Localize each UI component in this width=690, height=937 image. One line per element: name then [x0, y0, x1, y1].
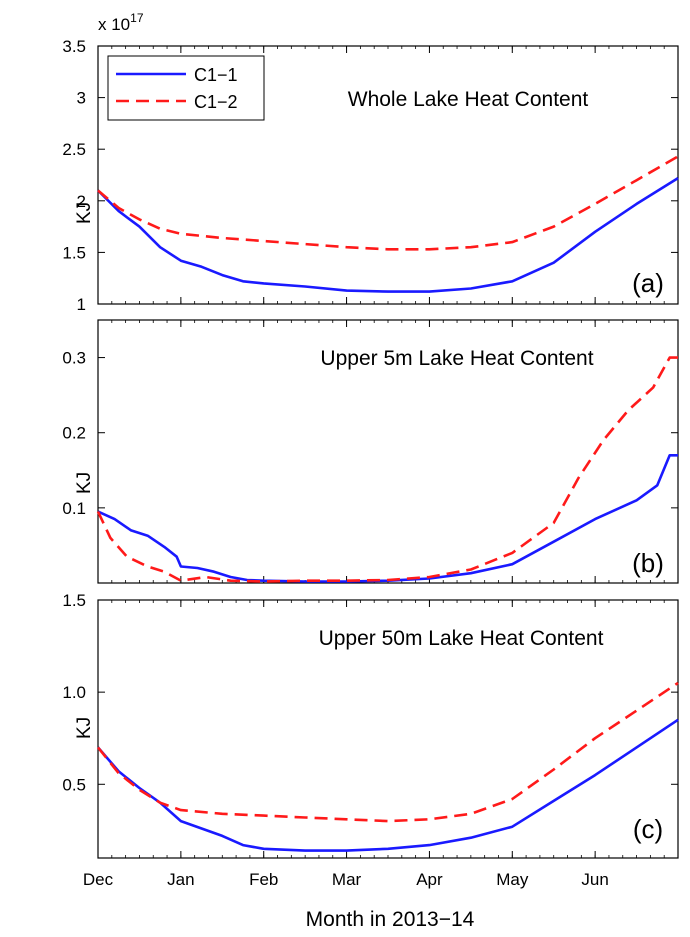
x-tick-label: May: [496, 870, 529, 889]
panel-tag: (a): [632, 268, 664, 298]
y-tick-label: 1.5: [62, 591, 86, 610]
panel-b: 0.1 0.2 0.3 Upper 5m Lake Heat Content (b): [62, 319, 679, 584]
x-tick-label: Mar: [332, 870, 362, 889]
y-tick-label: 0.3: [62, 349, 86, 368]
y-tick-label: 2.5: [62, 140, 86, 159]
series-line-c1-1: [97, 718, 679, 852]
panel-title: Upper 50m Lake Heat Content: [319, 627, 604, 650]
y-axis-label-a: KJ: [74, 202, 95, 224]
panel-c: 0.5 1.0 1.5 Upper 50m Lake Heat Content (c) D…: [62, 591, 679, 889]
legend-box: [107, 55, 265, 121]
x-tick-label: Jun: [581, 870, 608, 889]
legend: C1−1 C1−2: [107, 55, 265, 121]
x-tick-label: Dec: [83, 870, 114, 889]
y-tick-label: 3.5: [62, 37, 86, 56]
panel-tag: (b): [632, 548, 664, 578]
panel-tag: (c): [633, 814, 663, 844]
y-multiplier-label: x 1017: [98, 11, 144, 34]
series-line-c1-1: [97, 454, 678, 583]
y-axis-label-c: KJ: [74, 717, 95, 739]
y-tick-label: 2: [77, 192, 86, 211]
legend-label: C1−1: [194, 65, 238, 85]
y-tick-label: 0.5: [62, 775, 86, 794]
panel-a: 1 1.5 2 2.5 3 3.5 Whole Lake Heat Content (a) C1…: [62, 37, 679, 314]
y-axis-label-b: KJ: [74, 472, 95, 494]
y-tick-label: 1.0: [62, 683, 86, 702]
series-line-c1-2: [96, 356, 678, 583]
panel-title: Whole Lake Heat Content: [348, 88, 589, 111]
series-line-c1-1: [97, 176, 679, 293]
y-tick-label: 3: [77, 89, 86, 108]
x-axis-label: Month in 2013−14: [306, 908, 475, 931]
series-line-c1-2: [97, 155, 679, 251]
legend-label: C1−2: [194, 92, 238, 112]
x-tick-label: Apr: [416, 870, 443, 889]
x-tick-label: Feb: [249, 870, 278, 889]
y-tick-label: 0.2: [62, 424, 86, 443]
series-line-c1-2: [96, 681, 679, 823]
y-tick-label: 0.1: [62, 499, 86, 518]
y-tick-label: 1: [77, 295, 86, 314]
y-tick-label: 1.5: [62, 243, 86, 262]
x-tick-label: Jan: [167, 870, 194, 889]
panel-title: Upper 5m Lake Heat Content: [320, 347, 593, 370]
